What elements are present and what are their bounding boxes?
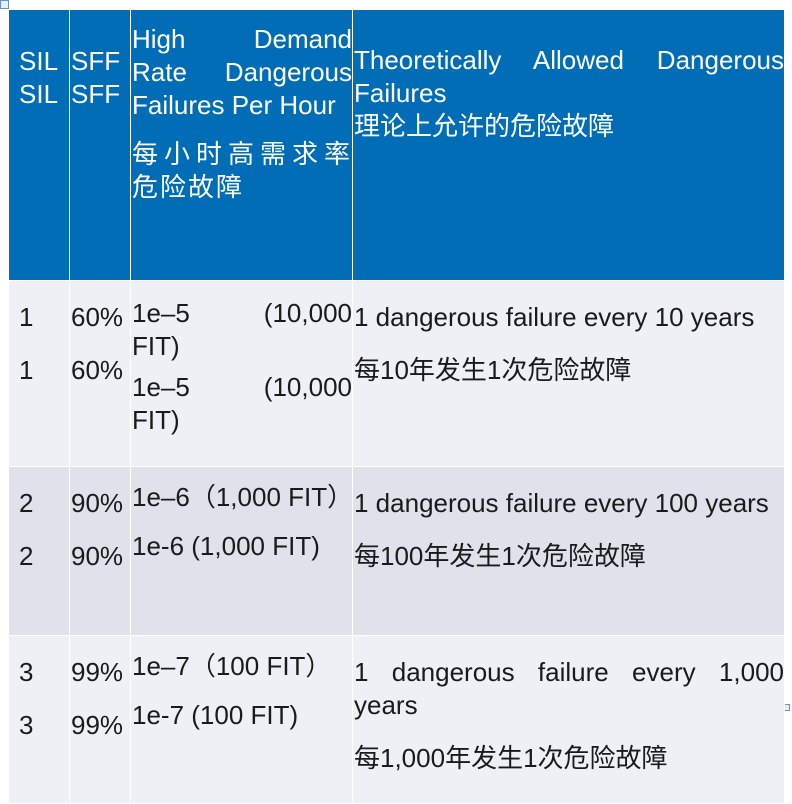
header-sff-text: SFF (71, 46, 121, 76)
rate-value: 1e–5 (10,000 FIT) (132, 298, 352, 361)
allowed-cell: 1 dangerous failure every 1,000 years 每1,… (352, 635, 785, 804)
header-allowed-cn: 理论上允许的危险故障 (354, 111, 615, 141)
allowed-cn: 每10年发生1次危险故障 (354, 355, 632, 385)
header-row: SIL SIL SFF SFF High Demand Rate Dangero… (8, 9, 785, 281)
rate-value: 1e–7（100 FIT） (132, 651, 332, 681)
sff-value: 99% (71, 710, 124, 740)
sil-value: 2 (19, 488, 34, 518)
allowed-cn: 每100年发生1次危险故障 (354, 541, 646, 571)
allowed-en: 1 dangerous failure every 10 years (354, 302, 755, 332)
table-move-handle-icon[interactable] (0, 0, 9, 9)
sil-value: 3 (19, 710, 34, 740)
sff-cell: 99% 99% (69, 635, 131, 804)
header-sil: SIL SIL (8, 9, 70, 281)
sil-value: 2 (19, 541, 34, 571)
rate-cell: 1e–5 (10,000 FIT) 1e–5 (10,000 FIT) (130, 280, 353, 467)
sil-table: SIL SIL SFF SFF High Demand Rate Dangero… (8, 9, 785, 804)
header-sff-text: SFF (71, 79, 121, 109)
header-rate-cn: 每小时高需求率危险故障 (132, 139, 352, 202)
header-rate: High Demand Rate Dangerous Failures Per … (130, 9, 353, 281)
sff-value: 99% (71, 657, 124, 687)
sff-value: 60% (71, 302, 124, 332)
sff-value: 90% (71, 541, 124, 571)
rate-value: 1e-6 (1,000 FIT) (132, 531, 320, 561)
allowed-cell: 1 dangerous failure every 10 years 每10年发生… (352, 280, 785, 467)
header-allowed-en: Theoretically Allowed Dangerous Failures (354, 45, 784, 108)
rate-value: 1e–6（1,000 FIT） (132, 482, 354, 512)
allowed-en: 1 dangerous failure every 100 years (354, 488, 769, 518)
sff-cell: 60% 60% (69, 280, 131, 467)
allowed-cell: 1 dangerous failure every 100 years 每100年… (352, 466, 785, 636)
rate-value: 1e–5 (10,000 FIT) (132, 372, 352, 435)
rate-cell: 1e–7（100 FIT） 1e-7 (100 FIT) (130, 635, 353, 804)
header-sff: SFF SFF (69, 9, 131, 281)
sil-value: 3 (19, 657, 34, 687)
rate-cell: 1e–6（1,000 FIT） 1e-6 (1,000 FIT) (130, 466, 354, 636)
allowed-cn: 每1,000年发生1次危险故障 (354, 743, 668, 773)
header-sil-text: SIL (19, 46, 59, 76)
sff-value: 60% (71, 355, 124, 385)
rate-value: 1e-7 (100 FIT) (132, 700, 299, 730)
header-sil-text: SIL (19, 79, 59, 109)
header-rate-en: High Demand Rate Dangerous Failures Per … (132, 24, 352, 120)
allowed-en: 1 dangerous failure every 1,000 years (354, 657, 784, 720)
header-allowed: Theoretically Allowed Dangerous Failures… (352, 9, 785, 281)
sil-value: 1 (19, 355, 34, 385)
sil-value: 1 (19, 302, 34, 332)
sff-cell: 90% 90% (69, 466, 131, 636)
sff-value: 90% (71, 488, 124, 518)
